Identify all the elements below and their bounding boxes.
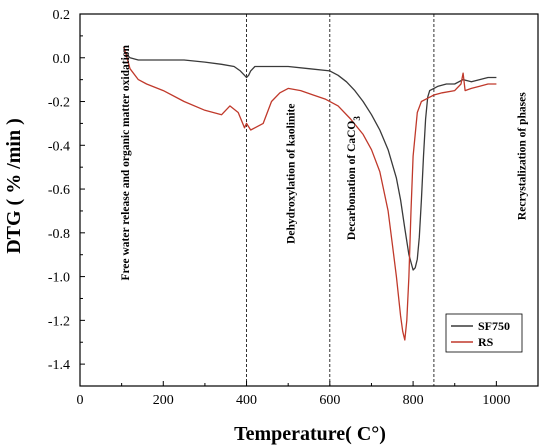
legend-box (445, 313, 523, 353)
x-axis-title: Temperature( C°) (234, 423, 386, 445)
y-tick-label: 0.0 (53, 52, 71, 67)
x-tick-label: 800 (403, 393, 424, 408)
y-tick-label: -1.0 (48, 271, 70, 286)
phase-annotation: Dehydroxylation of kaolinite (285, 104, 297, 244)
plot-layer (79, 13, 539, 387)
x-tick-label: 0 (77, 393, 84, 408)
legend: SF750 RS (445, 313, 523, 353)
y-axis-title: DTG ( % /min ) (3, 118, 25, 254)
phase-annotation: Recrystalization of phases (517, 92, 529, 220)
phase-annotation: Decarbonation of CaCO3 (346, 116, 362, 240)
y-tick-label: 0.2 (53, 8, 71, 23)
x-tick-label: 200 (153, 393, 174, 408)
y-tick-label: -1.2 (48, 314, 70, 329)
axis-layer: 0 200 400 600 800 1000 0.2 0.0 -0.2 -0.4 -0.6 -0.8 -… (48, 8, 511, 408)
legend-label: SF750 (478, 319, 510, 333)
y-tick-label: -0.8 (48, 227, 70, 242)
annotation-layer: Free water release and organic matter ox… (120, 44, 528, 280)
x-tick-label: 400 (236, 393, 257, 408)
legend-label: RS (478, 335, 494, 349)
y-tick-label: -0.2 (48, 96, 70, 111)
series-line-rs (123, 46, 497, 341)
x-tick-label: 600 (319, 393, 340, 408)
y-tick-label: -0.6 (48, 183, 70, 198)
plot-frame (79, 13, 539, 387)
y-tick-label: -0.4 (48, 139, 70, 154)
x-tick-label: 1000 (482, 393, 510, 408)
y-tick-label: -1.4 (48, 358, 70, 373)
series-layer (123, 46, 497, 341)
series-line-sf750 (123, 50, 497, 271)
phase-annotation: Free water release and organic matter ox… (120, 44, 132, 280)
